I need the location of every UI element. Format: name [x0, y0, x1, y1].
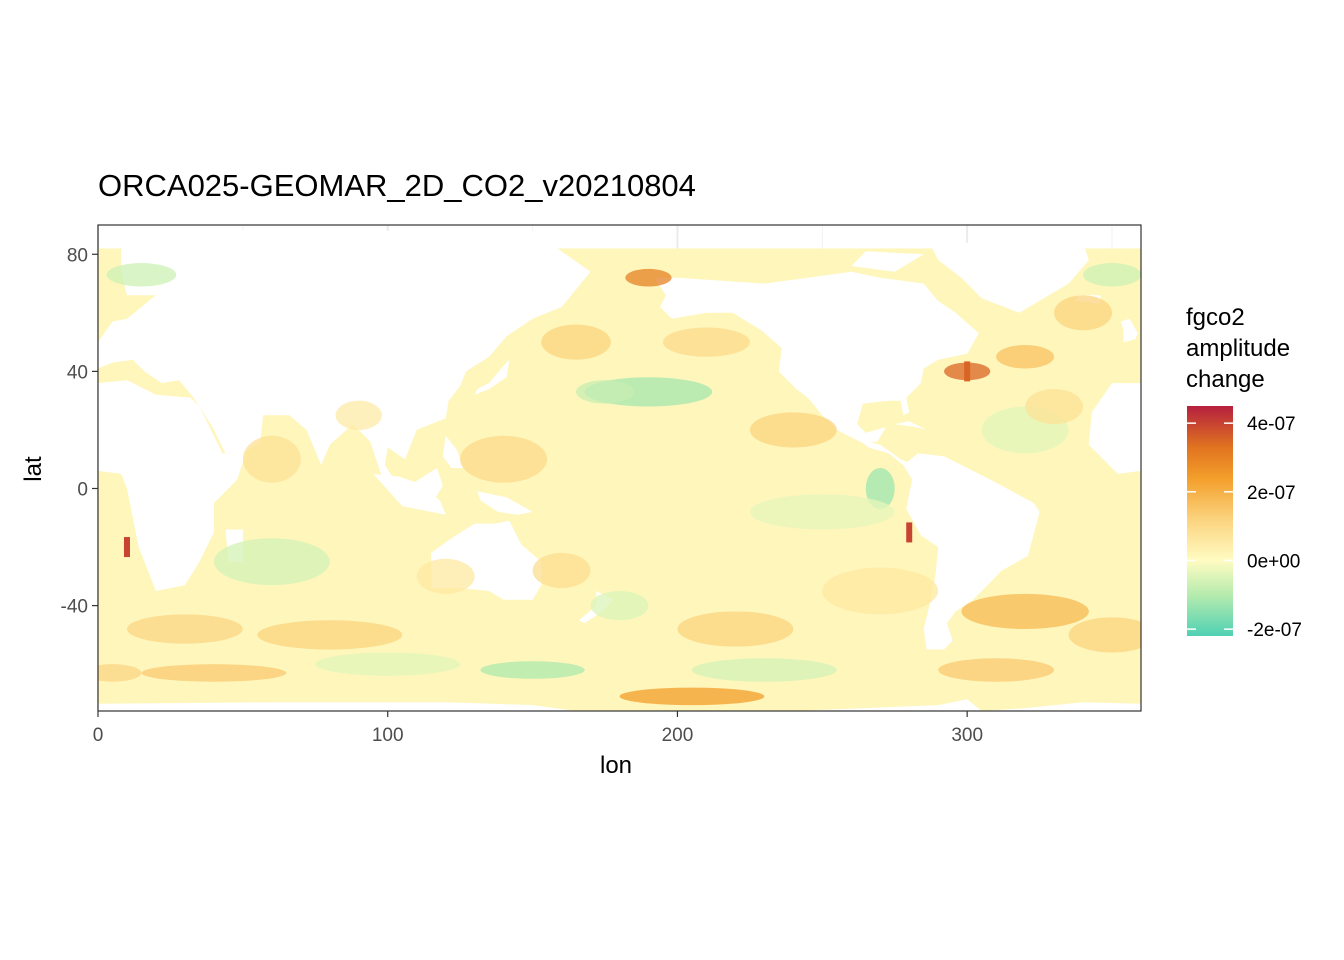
land-new-guinea [477, 491, 533, 515]
anomaly-region [1054, 295, 1113, 331]
anomaly-region [315, 652, 461, 676]
hotspot-cell [964, 361, 971, 382]
hotspot-cell [123, 537, 130, 558]
anomaly-region [938, 658, 1055, 682]
anomaly-region [460, 435, 548, 483]
land-north-america [654, 271, 979, 442]
land-philippines [442, 435, 463, 468]
anomaly-region [590, 590, 649, 621]
x-axis-title: lon [600, 752, 633, 779]
colorbar [1187, 406, 1233, 636]
land-south-america [903, 453, 1040, 650]
anomaly-region [822, 567, 939, 615]
y-tick-label: 80 [67, 245, 88, 266]
anomaly-region [961, 593, 1089, 630]
chart-title: ORCA025-GEOMAR_2D_CO2_v20210804 [98, 168, 696, 203]
x-tick-label: 300 [951, 725, 983, 746]
x-tick-label: 100 [372, 725, 404, 746]
anomaly-region [865, 468, 895, 509]
land-africa [98, 380, 246, 591]
land-uk [1120, 318, 1139, 343]
anomaly-region [213, 538, 330, 586]
anomaly-region [126, 614, 243, 644]
y-tick-label: 0 [77, 479, 88, 500]
colorbar-tick-label: 0e+00 [1247, 551, 1300, 572]
anomaly-region [98, 664, 142, 682]
anomaly-region [749, 494, 895, 530]
anomaly-region [541, 324, 611, 360]
land-cuba [894, 421, 927, 430]
anomaly-region [106, 263, 177, 287]
land-eurasia [98, 230, 591, 483]
anomaly-region [1083, 263, 1141, 287]
anomaly-region [691, 658, 837, 682]
colorbar-tick-label: -2e-07 [1247, 620, 1302, 641]
anomaly-region [625, 268, 672, 287]
land-japan [474, 359, 510, 395]
anomaly-region [416, 558, 475, 594]
anomaly-region [532, 552, 591, 589]
land-africa-west [1088, 383, 1141, 474]
land-svalbard [132, 254, 177, 264]
land-indonesia-1 [373, 473, 446, 515]
land-greenland [932, 242, 1089, 313]
x-tick-label: 0 [93, 725, 104, 746]
anomaly-region [257, 620, 403, 650]
land-borneo [413, 468, 443, 501]
hotspot-cell [906, 522, 913, 543]
anomaly-region [1068, 617, 1141, 653]
panel-border [97, 224, 1142, 712]
anomaly-region [141, 664, 287, 682]
anomaly-region [335, 400, 382, 430]
anomaly-region [619, 687, 765, 706]
colorbar-tick-label: 2e-07 [1247, 483, 1296, 504]
land-arctic-islands-1 [851, 251, 924, 272]
y-tick-label: 40 [67, 362, 88, 383]
land-antarctica [98, 699, 1141, 711]
colorbar-tick-label: 4e-07 [1247, 414, 1296, 435]
ocean-field [98, 230, 1141, 711]
y-tick-label: -40 [61, 597, 88, 618]
land-central-america [857, 438, 915, 466]
anomaly-region [480, 661, 585, 679]
anomaly-region [662, 327, 750, 357]
anomaly-region [996, 345, 1055, 369]
legend-title-line-2: amplitude [1186, 335, 1291, 362]
anomaly-region [749, 412, 837, 448]
legend-title-line-3: change [1186, 366, 1265, 393]
land-caspian [234, 350, 255, 381]
anomaly-region [677, 611, 794, 647]
legend-title-line-1: fgco2 [1186, 304, 1245, 331]
anomaly-region [1025, 388, 1084, 425]
x-tick-label: 200 [662, 725, 694, 746]
anomaly-region [242, 435, 301, 483]
anomaly-region [576, 380, 634, 404]
legend-title: fgco2 amplitude change [1186, 302, 1290, 395]
